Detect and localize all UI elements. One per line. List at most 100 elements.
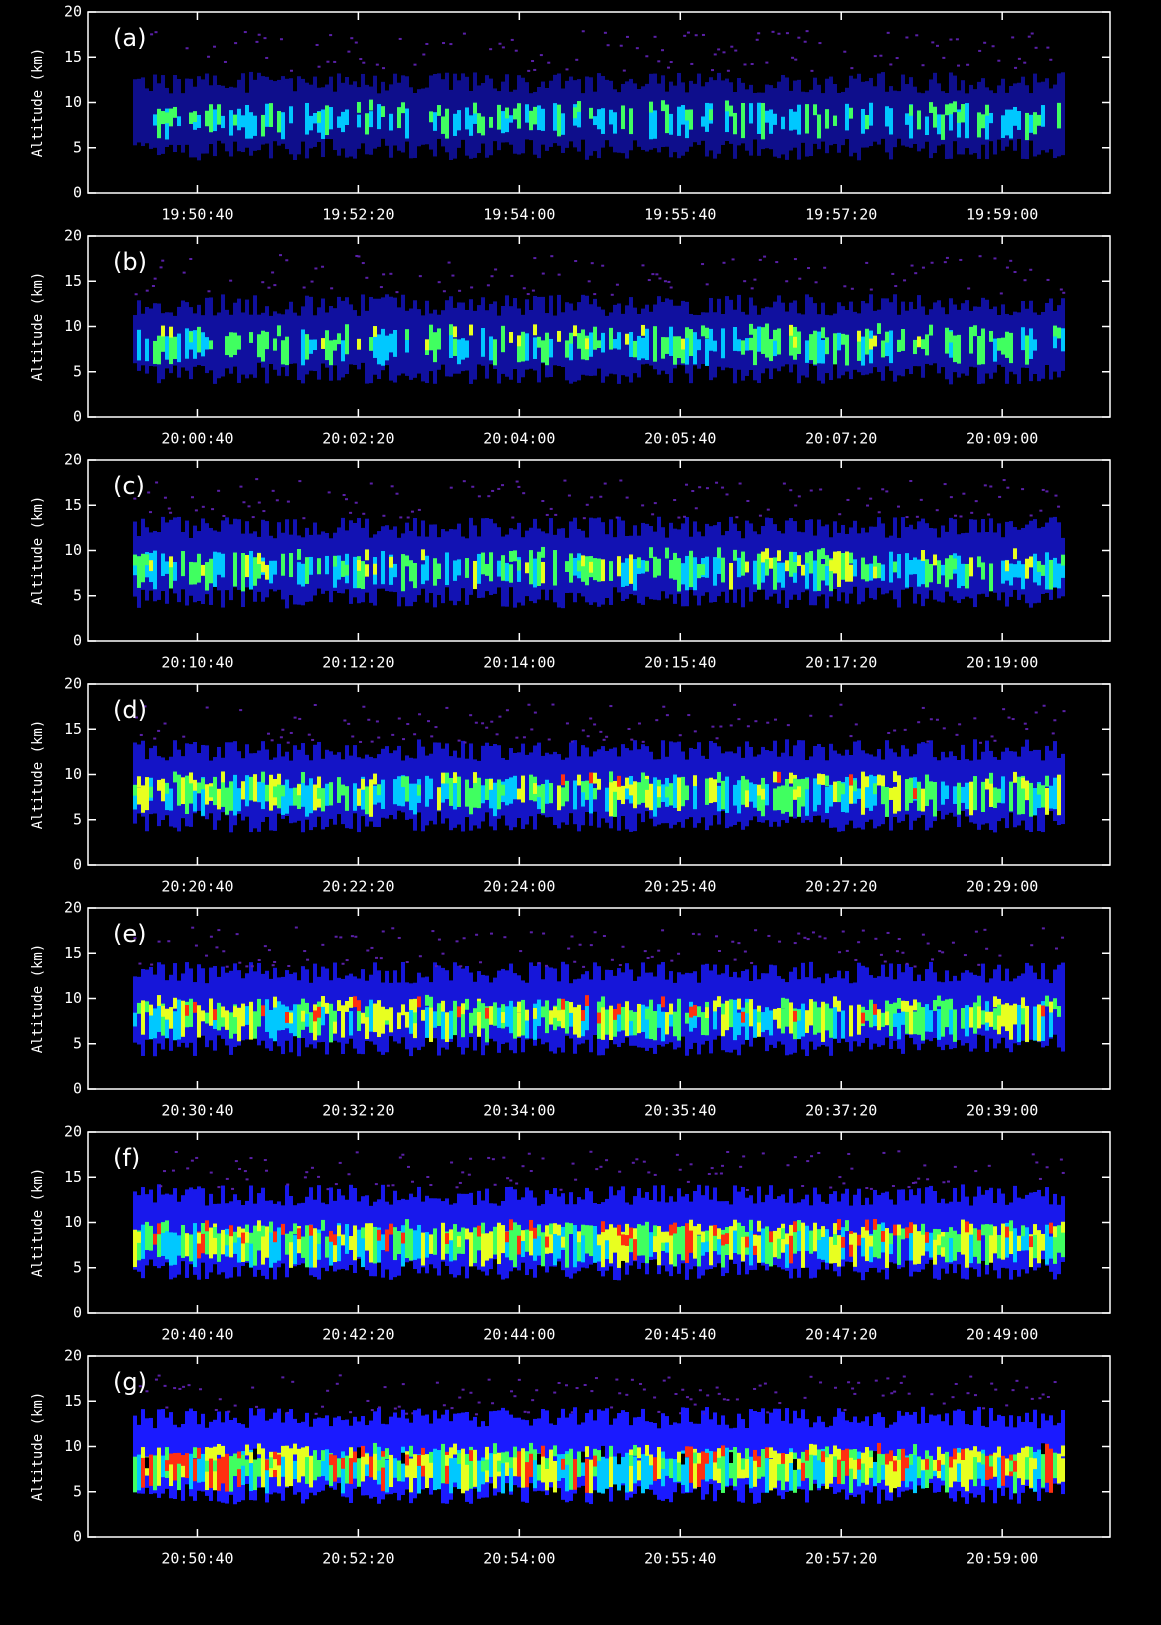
echo-streak (541, 340, 545, 362)
echo-streak (513, 1007, 517, 1039)
echo-streak (537, 1000, 541, 1026)
echo-core (169, 1013, 173, 1024)
echo-streak (233, 775, 237, 816)
echo-core (585, 995, 589, 1006)
echo-core (825, 1004, 829, 1015)
echo-streak (421, 89, 425, 145)
echo-core (213, 1460, 217, 1471)
echo-dot (138, 963, 141, 965)
echo-streak (825, 109, 829, 128)
echo-streak (189, 562, 193, 585)
echo-streak (737, 295, 741, 370)
echo-streak (361, 294, 365, 362)
echo-core (617, 1004, 621, 1015)
echo-dot (838, 513, 841, 515)
echo-dot (490, 933, 493, 935)
echo-dot (900, 1382, 903, 1384)
echo-core (457, 1236, 461, 1247)
echo-streak (277, 314, 281, 376)
echo-dot (568, 495, 571, 497)
echo-streak (721, 80, 725, 145)
echo-dot (1028, 36, 1031, 38)
echo-dot (766, 722, 769, 724)
echo-core (241, 1455, 245, 1466)
echo-core (197, 327, 201, 338)
echo-streak (713, 557, 717, 586)
x-tick-label: 20:42:20 (322, 1326, 394, 1344)
echo-dot (463, 33, 466, 35)
echo-core (997, 340, 1001, 351)
echo-dot (786, 1164, 789, 1166)
echo-dot (463, 480, 466, 482)
echo-core (517, 335, 521, 346)
echo-core (409, 560, 413, 571)
echo-dot (491, 275, 494, 277)
echo-streak (169, 1232, 173, 1265)
echo-dot (783, 483, 786, 485)
echo-dot (513, 1395, 516, 1397)
echo-dot (264, 1159, 267, 1161)
echo-streak (465, 310, 469, 371)
echo-streak (509, 1228, 513, 1260)
echo-streak (829, 77, 833, 146)
echo-streak (565, 1232, 569, 1267)
echo-dot (515, 1183, 518, 1185)
echo-core (837, 1449, 841, 1460)
echo-streak (453, 339, 457, 356)
echo-streak (269, 561, 273, 584)
echo-core (817, 1449, 821, 1460)
echo-streak (293, 1419, 297, 1495)
x-tick-label: 20:07:20 (805, 430, 877, 448)
echo-core (773, 1452, 777, 1463)
echo-core (577, 775, 581, 786)
echo-streak (693, 557, 697, 590)
echo-core (733, 1449, 737, 1460)
echo-streak (265, 332, 269, 349)
echo-streak (697, 564, 701, 578)
echo-streak (245, 1459, 249, 1476)
echo-streak (881, 523, 885, 594)
echo-streak (945, 785, 949, 799)
echo-dot (530, 1170, 533, 1172)
echo-streak (201, 332, 205, 356)
echo-core (137, 776, 141, 787)
echo-streak (569, 77, 573, 142)
echo-dot (734, 959, 737, 961)
echo-streak (485, 518, 489, 591)
echo-core (933, 1229, 937, 1240)
echo-dot (527, 70, 530, 72)
echo-streak (353, 783, 357, 811)
echo-streak (349, 1185, 353, 1265)
y-tick-label: 0 (73, 1304, 82, 1322)
echo-dot (887, 932, 890, 934)
echo-streak (557, 1454, 561, 1481)
echo-core (821, 1451, 825, 1462)
echo-streak (885, 538, 889, 594)
echo-core (865, 776, 869, 787)
echo-core (549, 1454, 553, 1465)
echo-core (1013, 772, 1017, 783)
echo-core (753, 1450, 757, 1461)
echo-dot (271, 271, 274, 273)
echo-streak (629, 332, 633, 357)
echo-streak (657, 517, 661, 600)
echo-core (361, 779, 365, 790)
echo-streak (413, 300, 417, 378)
echo-dot (246, 1178, 249, 1180)
echo-streak (449, 529, 453, 601)
echo-streak (157, 756, 161, 826)
echo-dot (280, 736, 283, 738)
echo-streak (569, 743, 573, 814)
echo-core (849, 774, 853, 785)
echo-streak (501, 111, 505, 133)
echo-dot (615, 1379, 618, 1381)
y-axis-label: Altitude (km) (30, 944, 46, 1054)
echo-core (733, 1220, 737, 1231)
echo-dot (251, 965, 254, 967)
echo-core (877, 1224, 881, 1235)
echo-streak (973, 1228, 977, 1257)
echo-streak (1057, 775, 1061, 816)
echo-dot (255, 478, 258, 480)
echo-streak (257, 1458, 261, 1476)
echo-core (797, 1010, 801, 1021)
